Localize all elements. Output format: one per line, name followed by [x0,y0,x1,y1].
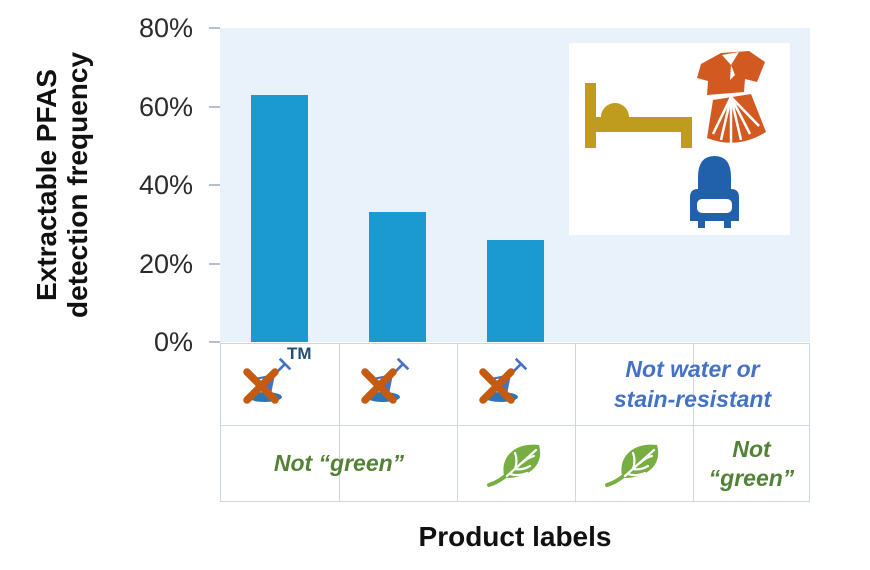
y-tick-label: 60% [138,91,193,122]
crossed-spilled-drink-icon [479,357,528,404]
grid-divider [693,344,694,501]
trademark-text: TM [287,344,312,363]
bed-icon [585,83,692,148]
product-icons-panel [569,43,790,235]
x-axis-title: Product labels [418,521,612,552]
y-tick-label: 40% [138,170,193,200]
bar [250,94,308,342]
product-label-grid: TM [220,343,810,502]
y-tick-label: 20% [138,248,193,279]
plot-area [220,28,810,342]
grid-divider [339,344,340,501]
armchair-icon [690,156,739,228]
grid-divider [221,425,809,426]
grid-divider [457,344,458,501]
y-tick-mark [209,27,220,29]
y-tick-mark [209,262,220,265]
label-not-water-stain-resistant: Not water or stain-resistant [613,355,772,412]
leaf-icon [605,444,659,487]
grid-divider [575,344,576,501]
y-tick-mark [209,105,220,108]
label-not-green-stacked: Not “green” [708,435,795,491]
y-tick-label: 0% [153,327,193,357]
leaf-icon [487,444,541,487]
bar [486,239,544,342]
crossed-spilled-drink-icon [361,357,410,404]
y-tick-mark [209,341,220,343]
bar [368,212,426,342]
y-tick-mark [209,184,220,186]
crossed-spilled-drink-icon [243,357,292,404]
clothing-icon [697,51,766,143]
label-not-green: Not “green” [273,450,405,477]
y-tick-label: 80% [138,13,193,43]
